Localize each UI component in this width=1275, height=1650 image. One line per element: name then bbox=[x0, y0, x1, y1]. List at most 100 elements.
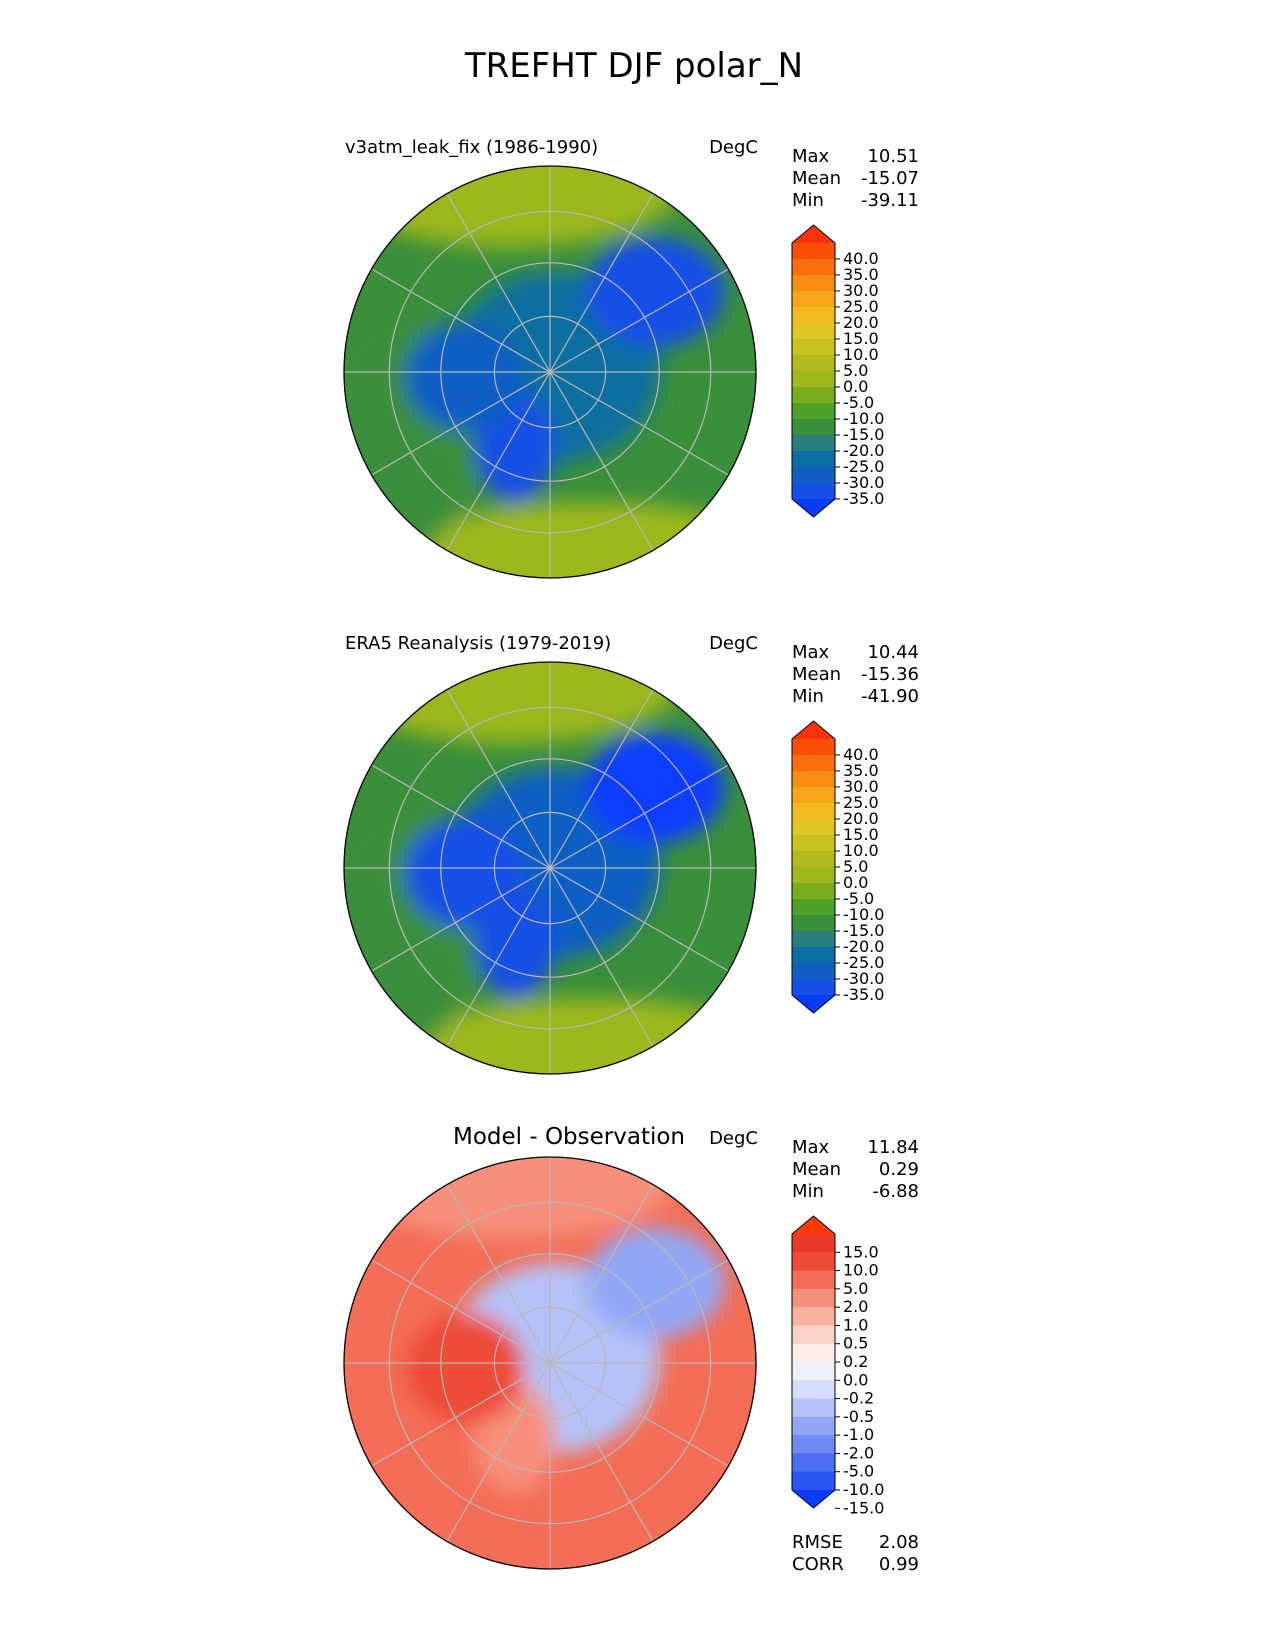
colorbar-tick-label: 0.0 bbox=[843, 377, 868, 396]
colorbar-segment bbox=[792, 867, 835, 884]
colorbar-segment bbox=[792, 979, 835, 996]
colorbar-segment bbox=[792, 1270, 835, 1290]
colorbar-tick-label: -10.0 bbox=[843, 1480, 884, 1499]
meridian-line bbox=[371, 764, 551, 869]
map-graticule bbox=[344, 1157, 756, 1569]
map-region-canadian-archipelago bbox=[405, 322, 525, 432]
colorbar-tick-label: -20.0 bbox=[843, 441, 884, 460]
stat-value-mean: -15.07 bbox=[861, 168, 919, 189]
panel-model-colorbar: 40.035.030.025.020.015.010.05.00.0-5.0-1… bbox=[791, 224, 884, 518]
colorbar-tick-label: 15.0 bbox=[843, 329, 879, 348]
figure-title: TREFHT DJF polar_N bbox=[464, 46, 803, 86]
colorbar-segment bbox=[792, 371, 835, 388]
colorbar-segment bbox=[792, 435, 835, 452]
map-region-siberia bbox=[585, 237, 725, 347]
map-region-siberia bbox=[585, 1228, 725, 1338]
colorbar-tick-label: 25.0 bbox=[843, 297, 879, 316]
colorbar-tick-label: 30.0 bbox=[843, 777, 879, 796]
meridian-line bbox=[371, 1362, 551, 1467]
colorbar-segment bbox=[792, 1325, 835, 1345]
meridian-line bbox=[446, 689, 551, 869]
meridian-line bbox=[549, 689, 654, 869]
colorbar-tick-label: 10.0 bbox=[843, 841, 879, 860]
meridian-line bbox=[371, 371, 551, 476]
colorbar-segment bbox=[792, 467, 835, 484]
colorbar-segment bbox=[792, 1435, 835, 1455]
map-region-north-pacific bbox=[344, 1157, 680, 1238]
colorbar-segment bbox=[792, 243, 835, 260]
colorbar-segment bbox=[792, 851, 835, 868]
stat-value-max: 10.44 bbox=[867, 642, 919, 663]
panel-diff-metrics: RMSE CORR 2.08 0.99 bbox=[792, 1532, 919, 1575]
colorbar-tick-label: 0.2 bbox=[843, 1352, 868, 1371]
colorbar-tick-label: 15.0 bbox=[843, 1242, 879, 1261]
colorbar-tick-label: 30.0 bbox=[843, 281, 879, 300]
map-boundary bbox=[343, 1156, 757, 1570]
colorbar-tick-label: 35.0 bbox=[843, 761, 879, 780]
colorbar-segment bbox=[792, 1307, 835, 1327]
panel-model-map bbox=[343, 165, 757, 579]
meridian-line bbox=[549, 867, 729, 972]
colorbar-segment bbox=[792, 1343, 835, 1363]
map-region-north-atlantic bbox=[400, 502, 756, 578]
stat-value-mean: 0.29 bbox=[879, 1159, 919, 1180]
map-field bbox=[344, 166, 756, 578]
colorbar-segment bbox=[792, 451, 835, 468]
panel-diff-map bbox=[343, 1156, 757, 1570]
colorbar-tick-label: -35.0 bbox=[843, 985, 884, 1004]
meridian-line bbox=[549, 1362, 729, 1467]
colorbar-tick-label: 40.0 bbox=[843, 745, 879, 764]
stat-value-min: -41.90 bbox=[861, 686, 919, 707]
colorbar-tick-label: 2.0 bbox=[843, 1297, 868, 1316]
colorbar-segment bbox=[792, 355, 835, 372]
meridian-line bbox=[446, 193, 551, 373]
colorbar-tick-label: 40.0 bbox=[843, 249, 879, 268]
colorbar-segment bbox=[792, 339, 835, 356]
metric-label-rmse: RMSE bbox=[792, 1532, 843, 1553]
panel-model-stats: Max Mean Min 10.51 -15.07 -39.11 bbox=[792, 146, 919, 211]
panel-obs-title: ERA5 Reanalysis (1979-2019) bbox=[345, 633, 611, 654]
meridian-line bbox=[446, 1184, 551, 1364]
metric-value-rmse: 2.08 bbox=[879, 1532, 919, 1553]
meridian-line bbox=[549, 268, 729, 373]
meridian-line bbox=[549, 1259, 729, 1364]
colorbar-segment bbox=[792, 403, 835, 420]
colorbar-tick-label: -10.0 bbox=[843, 409, 884, 428]
colorbar-segment bbox=[792, 275, 835, 292]
colorbar-segment bbox=[792, 483, 835, 500]
colorbar-tick-label: 5.0 bbox=[843, 857, 868, 876]
colorbar-tick-label: 35.0 bbox=[843, 265, 879, 284]
stat-label-mean: Mean bbox=[792, 664, 841, 685]
colorbar-extend-min bbox=[792, 1490, 835, 1508]
colorbar-segment bbox=[792, 1380, 835, 1400]
colorbar-tick-label: -20.0 bbox=[843, 937, 884, 956]
colorbar-segment bbox=[792, 947, 835, 964]
colorbar-tick-label: 0.0 bbox=[843, 1370, 868, 1389]
map-region-north-pacific bbox=[344, 662, 680, 743]
stat-label-max: Max bbox=[792, 1137, 830, 1158]
stat-value-min: -39.11 bbox=[861, 190, 919, 211]
colorbar-tick-label: -10.0 bbox=[843, 905, 884, 924]
stat-value-max: 11.84 bbox=[867, 1137, 919, 1158]
panel-diff-units: DegC bbox=[709, 1128, 758, 1149]
colorbar-extend-max bbox=[792, 1216, 835, 1234]
colorbar-segment bbox=[792, 755, 835, 772]
colorbar-tick-label: -15.0 bbox=[843, 425, 884, 444]
colorbar-extend-max bbox=[792, 721, 835, 739]
map-graticule bbox=[344, 166, 756, 578]
meridian-line bbox=[446, 867, 551, 1047]
colorbar-tick-label: -0.2 bbox=[843, 1389, 874, 1408]
metric-value-corr: 0.99 bbox=[879, 1554, 919, 1575]
stat-label-min: Min bbox=[792, 190, 824, 211]
meridian-line bbox=[549, 371, 729, 476]
map-graticule bbox=[344, 662, 756, 1074]
map-region-north-atlantic bbox=[400, 998, 756, 1074]
colorbar-tick-label: -2.0 bbox=[843, 1443, 874, 1462]
colorbar-segment bbox=[792, 1234, 835, 1253]
meridian-line bbox=[549, 1362, 654, 1542]
meridian-line bbox=[549, 867, 654, 1047]
colorbar-tick-label: -5.0 bbox=[843, 1462, 874, 1481]
meridian-line bbox=[549, 193, 654, 373]
colorbar-segment bbox=[792, 915, 835, 932]
